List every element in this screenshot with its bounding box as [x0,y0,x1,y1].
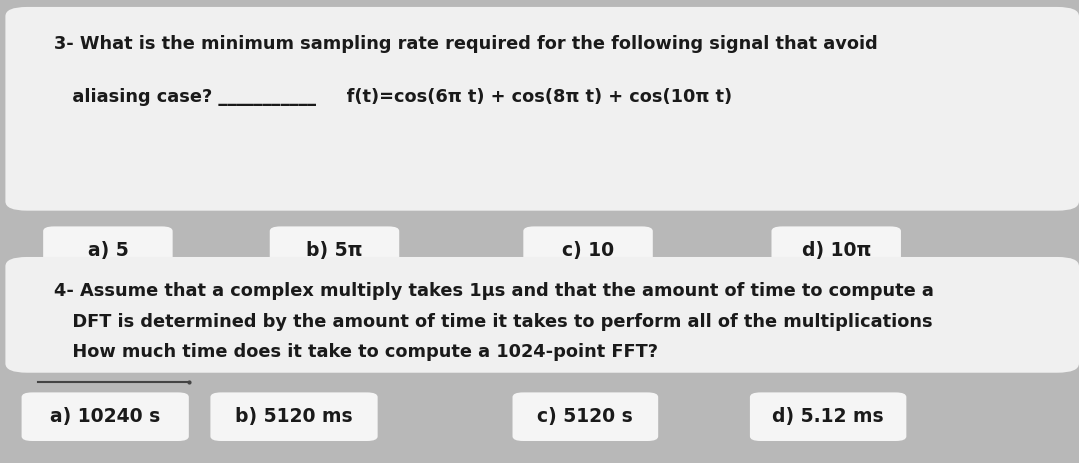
Text: 3- What is the minimum sampling rate required for the following signal that avoi: 3- What is the minimum sampling rate req… [54,35,877,53]
Text: b) 5120 ms: b) 5120 ms [235,407,353,426]
Text: d) 5.12 ms: d) 5.12 ms [773,407,884,426]
FancyBboxPatch shape [771,226,901,274]
FancyBboxPatch shape [513,392,658,441]
Text: How much time does it take to compute a 1024-point FFT?: How much time does it take to compute a … [54,343,658,361]
FancyBboxPatch shape [5,257,1079,373]
FancyBboxPatch shape [43,226,173,274]
Text: 4- Assume that a complex multiply takes 1μs and that the amount of time to compu: 4- Assume that a complex multiply takes … [54,282,933,300]
Text: a) 5: a) 5 [87,240,128,260]
Text: aliasing case? ___________     f(t)=cos(6π t) + cos(8π t) + cos(10π t): aliasing case? ___________ f(t)=cos(6π t… [54,88,732,106]
FancyBboxPatch shape [5,7,1079,211]
Text: c) 5120 s: c) 5120 s [537,407,633,426]
FancyBboxPatch shape [270,226,399,274]
FancyBboxPatch shape [210,392,378,441]
FancyBboxPatch shape [22,392,189,441]
Text: b) 5π: b) 5π [306,240,363,260]
Text: a) 10240 s: a) 10240 s [50,407,161,426]
Text: DFT is determined by the amount of time it takes to perform all of the multiplic: DFT is determined by the amount of time … [54,313,932,331]
Text: d) 10π: d) 10π [802,240,871,260]
FancyBboxPatch shape [523,226,653,274]
Text: c) 10: c) 10 [562,240,614,260]
FancyBboxPatch shape [750,392,906,441]
